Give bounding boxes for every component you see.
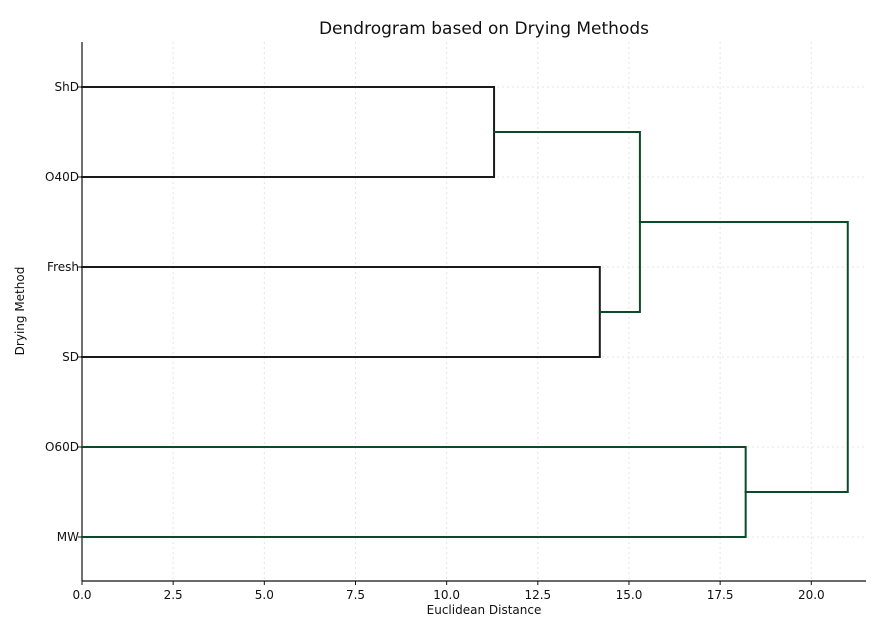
leaf-label-fresh: Fresh [47,260,79,274]
x-tick-label: 2.5 [164,588,183,602]
leaf-label-shd: ShD [55,80,79,94]
x-tick-label: 5.0 [255,588,274,602]
leaf-label-sd: SD [62,350,79,364]
x-tick-layer: 0.0 2.5 5.0 7.5 10.0 12.5 15.0 17.5 20.0 [72,86,825,602]
chart-title: Dendrogram based on Drying Methods [319,19,649,39]
leaf-label-mw: MW [57,530,79,544]
leaf-label-layer: ShD O40D Fresh SD O60D MW [45,80,79,544]
dendrogram-link-2 [81,266,601,358]
dendrogram-link-3 [493,131,641,313]
dendrogram-link-1 [81,86,496,178]
x-tick-label: 7.5 [346,588,365,602]
x-tick-label: 10.0 [433,588,460,602]
x-tick-label: 17.5 [707,588,734,602]
x-tick-label: 20.0 [798,588,825,602]
grid-layer [81,42,866,581]
x-axis-label: Euclidean Distance [427,603,542,617]
link-layer [81,86,849,538]
x-tick-label: 15.0 [616,588,643,602]
axis-layer [81,42,866,582]
leaf-label-o60d: O60D [45,440,79,454]
x-tick-label: 12.5 [524,588,551,602]
dendrogram-link-4 [81,446,747,538]
dendrogram-link-5 [638,221,849,493]
y-axis-label: Drying Method [13,267,27,356]
x-tick-label: 0.0 [72,588,91,602]
leaf-label-o40d: O40D [45,170,79,184]
